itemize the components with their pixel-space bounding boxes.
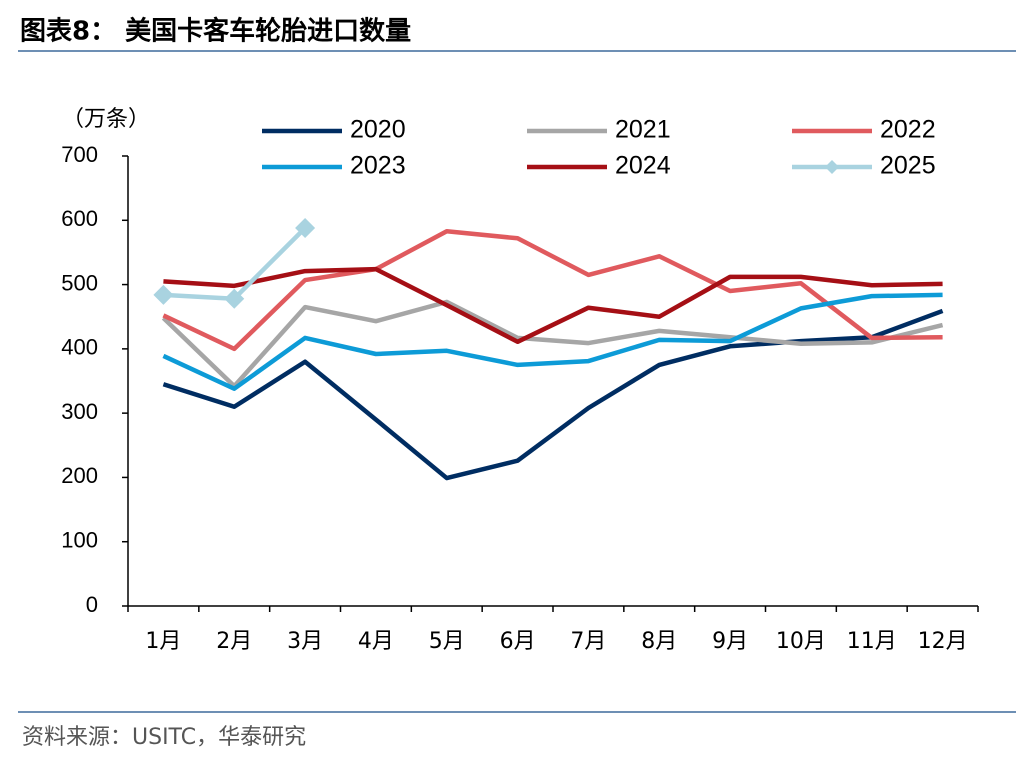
legend-marker <box>825 160 839 174</box>
y-tick-label: 600 <box>61 206 98 231</box>
legend-label: 2025 <box>880 152 936 180</box>
legend-label: 2024 <box>615 152 671 180</box>
x-tick-label: 3月 <box>287 629 323 654</box>
y-tick-label: 700 <box>61 142 98 167</box>
point-marker <box>153 284 174 305</box>
y-tick-label: 400 <box>61 335 98 360</box>
y-tick-label: 100 <box>61 528 98 553</box>
y-tick-label: 300 <box>61 399 98 424</box>
x-tick-label: 10月 <box>776 629 826 654</box>
series-line <box>162 292 943 391</box>
unit-label: （万条） <box>62 107 150 132</box>
source: 资料来源：USITC，华泰研究 <box>22 725 306 750</box>
x-tick-label: 12月 <box>918 629 968 654</box>
y-tick-label: 200 <box>61 463 98 488</box>
point-marker <box>295 218 316 238</box>
x-tick-label: 8月 <box>641 629 677 654</box>
x-tick-label: 1月 <box>145 629 181 654</box>
x-tick-label: 11月 <box>847 629 897 654</box>
x-tick-label: 7月 <box>570 629 606 654</box>
legend-label: 2022 <box>880 116 936 144</box>
series-line <box>163 226 307 301</box>
legend-label: 2023 <box>350 152 406 180</box>
y-tick-label: 0 <box>86 592 98 617</box>
chart-title: 图表8： 美国卡客车轮胎进口数量 <box>20 16 411 47</box>
series-line <box>162 308 944 481</box>
legend-label: 2021 <box>615 116 671 144</box>
point-marker <box>224 288 245 309</box>
x-tick-label: 5月 <box>429 629 465 654</box>
x-tick-label: 2月 <box>216 629 252 654</box>
series-line <box>163 266 943 345</box>
x-tick-label: 9月 <box>712 629 748 654</box>
series-line <box>162 228 943 352</box>
y-tick-label: 500 <box>61 270 98 295</box>
series-line <box>161 299 944 389</box>
x-tick-label: 6月 <box>500 629 536 654</box>
x-tick-label: 4月 <box>358 629 394 654</box>
legend-label: 2020 <box>350 116 406 144</box>
